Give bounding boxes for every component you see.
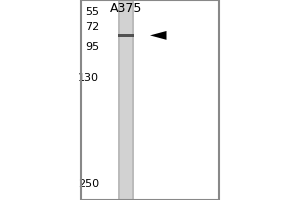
Text: 55: 55 <box>85 7 99 17</box>
Bar <box>118 34 134 37</box>
Text: 95: 95 <box>85 42 99 52</box>
Bar <box>119 0 133 200</box>
Text: 130: 130 <box>78 73 99 83</box>
Bar <box>81 0 219 200</box>
Bar <box>118 0 134 200</box>
Text: 250: 250 <box>78 179 99 189</box>
Text: A375: A375 <box>110 2 142 15</box>
Text: 72: 72 <box>85 22 99 32</box>
Polygon shape <box>150 31 166 40</box>
